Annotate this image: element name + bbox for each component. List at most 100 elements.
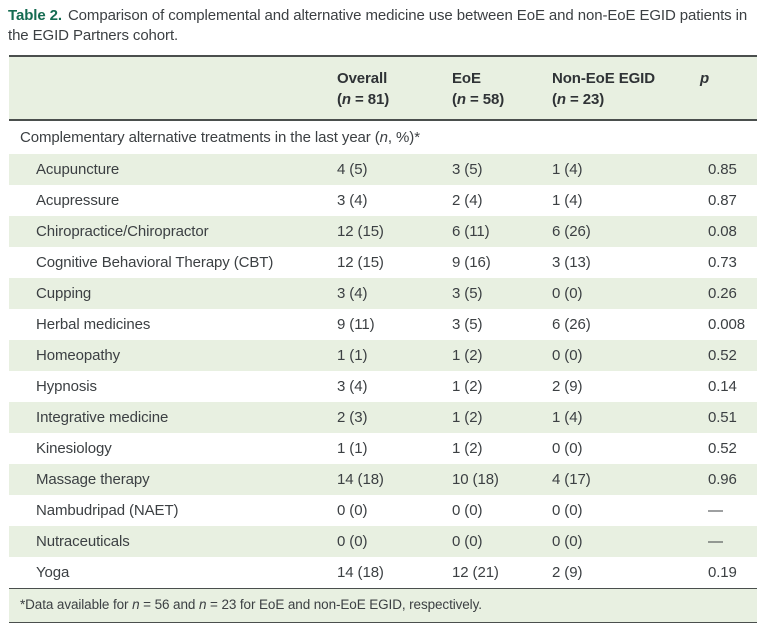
table-header: Overall (n = 81) EoE (n = 58) Non-EoE EG… <box>9 57 757 119</box>
cell-non-eoe: 6 (26) <box>552 316 591 333</box>
cell-eoe: 3 (5) <box>452 316 483 333</box>
cell-non-eoe: 1 (4) <box>552 161 583 178</box>
row-label: Kinesiology <box>36 440 112 457</box>
column-header-n: (n = 81) <box>337 91 390 108</box>
row-label: Acupuncture <box>36 161 120 178</box>
column-header-label: p <box>700 70 710 87</box>
body-footnote-rule <box>9 588 757 589</box>
header-body-rule <box>9 119 757 121</box>
column-header-label: Non-EoE EGID <box>552 70 655 87</box>
table-row: Integrative medicine 2 (3) 1 (2) 1 (4) 0… <box>9 402 757 433</box>
cell-non-eoe: 4 (17) <box>552 471 591 488</box>
column-header-n: (n = 23) <box>552 91 605 108</box>
table-top-rule <box>9 55 757 57</box>
table-footnote: *Data available for n = 56 and n = 23 fo… <box>9 589 757 622</box>
cell-p-value: 0.51 <box>708 409 737 426</box>
cell-overall: 4 (5) <box>337 161 368 178</box>
cell-eoe: 1 (2) <box>452 440 483 457</box>
row-label: Herbal medicines <box>36 316 151 333</box>
cell-eoe: 3 (5) <box>452 285 483 302</box>
column-header-p: p <box>700 68 757 89</box>
cell-overall: 9 (11) <box>337 316 375 333</box>
cell-non-eoe: 0 (0) <box>552 285 583 302</box>
cell-overall: 1 (1) <box>337 347 368 364</box>
table-number-label: Table 2. <box>8 7 62 24</box>
cell-p-value: 0.87 <box>708 192 737 209</box>
column-header-non-eoe-egid: Non-EoE EGID (n = 23) <box>552 68 700 110</box>
row-label: Acupressure <box>36 192 120 209</box>
column-header-label: EoE <box>452 70 481 87</box>
cell-overall: 14 (18) <box>337 564 384 581</box>
cell-overall: 0 (0) <box>337 502 368 519</box>
row-label: Integrative medicine <box>36 409 169 426</box>
cell-non-eoe: 1 (4) <box>552 192 583 209</box>
cell-overall: 14 (18) <box>337 471 384 488</box>
cell-non-eoe: 0 (0) <box>552 440 583 457</box>
cell-eoe: 9 (16) <box>452 254 491 271</box>
table-row: Cognitive Behavioral Therapy (CBT) 12 (1… <box>9 247 757 278</box>
column-header-eoe: EoE (n = 58) <box>452 68 552 110</box>
cell-eoe: 2 (4) <box>452 192 483 209</box>
table-row: Nutraceuticals 0 (0) 0 (0) 0 (0) — <box>9 526 757 557</box>
cell-eoe: 1 (2) <box>452 347 483 364</box>
cell-eoe: 1 (2) <box>452 378 483 395</box>
section-header-row: Complementary alternative treatments in … <box>9 121 757 154</box>
table-row: Nambudripad (NAET) 0 (0) 0 (0) 0 (0) — <box>9 495 757 526</box>
cell-eoe: 3 (5) <box>452 161 483 178</box>
table-row: Acupressure 3 (4) 2 (4) 1 (4) 0.87 <box>9 185 757 216</box>
cell-non-eoe: 0 (0) <box>552 533 583 550</box>
cell-p-value: 0.96 <box>708 471 737 488</box>
cell-overall: 12 (15) <box>337 254 384 271</box>
cell-p-value: 0.26 <box>708 285 737 302</box>
cell-overall: 1 (1) <box>337 440 368 457</box>
cell-non-eoe: 0 (0) <box>552 347 583 364</box>
cell-p-value: 0.52 <box>708 440 737 457</box>
row-label: Nutraceuticals <box>36 533 130 550</box>
row-label: Chiropractice/Chiropractor <box>36 223 209 240</box>
cell-non-eoe: 1 (4) <box>552 409 583 426</box>
cell-p-value: 0.85 <box>708 161 737 178</box>
cell-eoe: 10 (18) <box>452 471 499 488</box>
cell-overall: 2 (3) <box>337 409 368 426</box>
column-header-overall: Overall (n = 81) <box>337 68 452 110</box>
cell-eoe: 1 (2) <box>452 409 483 426</box>
cell-overall: 12 (15) <box>337 223 384 240</box>
section-header-text: Complementary alternative treatments in … <box>20 129 420 146</box>
cell-non-eoe: 6 (26) <box>552 223 591 240</box>
table-body: Acupuncture 4 (5) 3 (5) 1 (4) 0.85 Acupr… <box>9 154 757 588</box>
cell-eoe: 12 (21) <box>452 564 499 581</box>
row-label: Homeopathy <box>36 347 121 364</box>
table-row: Massage therapy 14 (18) 10 (18) 4 (17) 0… <box>9 464 757 495</box>
cell-p-value: 0.08 <box>708 223 737 240</box>
table-row: Hypnosis 3 (4) 1 (2) 2 (9) 0.14 <box>9 371 757 402</box>
cell-overall: 3 (4) <box>337 285 368 302</box>
cell-non-eoe: 0 (0) <box>552 502 583 519</box>
cell-non-eoe: 3 (13) <box>552 254 591 271</box>
cell-p-value: 0.14 <box>708 378 737 395</box>
cell-p-value: 0.008 <box>708 316 746 333</box>
table: Overall (n = 81) EoE (n = 58) Non-EoE EG… <box>9 55 757 623</box>
cell-eoe: 0 (0) <box>452 533 483 550</box>
row-label: Hypnosis <box>36 378 97 395</box>
cell-p-value: 0.73 <box>708 254 737 271</box>
row-label: Massage therapy <box>36 471 150 488</box>
table-row: Kinesiology 1 (1) 1 (2) 0 (0) 0.52 <box>9 433 757 464</box>
cell-eoe: 6 (11) <box>452 223 490 240</box>
table-row: Acupuncture 4 (5) 3 (5) 1 (4) 0.85 <box>9 154 757 185</box>
table-row: Homeopathy 1 (1) 1 (2) 0 (0) 0.52 <box>9 340 757 371</box>
table-row: Cupping 3 (4) 3 (5) 0 (0) 0.26 <box>9 278 757 309</box>
row-label: Yoga <box>36 564 70 581</box>
table-row: Herbal medicines 9 (11) 3 (5) 6 (26) 0.0… <box>9 309 757 340</box>
table-caption-text: Comparison of complemental and alternati… <box>8 7 748 44</box>
row-label: Nambudripad (NAET) <box>36 502 179 519</box>
cell-overall: 3 (4) <box>337 378 368 395</box>
row-label: Cognitive Behavioral Therapy (CBT) <box>36 254 274 271</box>
row-label: Cupping <box>36 285 92 302</box>
cell-overall: 3 (4) <box>337 192 368 209</box>
cell-non-eoe: 2 (9) <box>552 378 583 395</box>
table-caption: Table 2. Comparison of complemental and a… <box>0 0 764 46</box>
cell-p-value: — <box>708 502 723 519</box>
cell-p-value: 0.52 <box>708 347 737 364</box>
cell-p-value: — <box>708 533 723 550</box>
